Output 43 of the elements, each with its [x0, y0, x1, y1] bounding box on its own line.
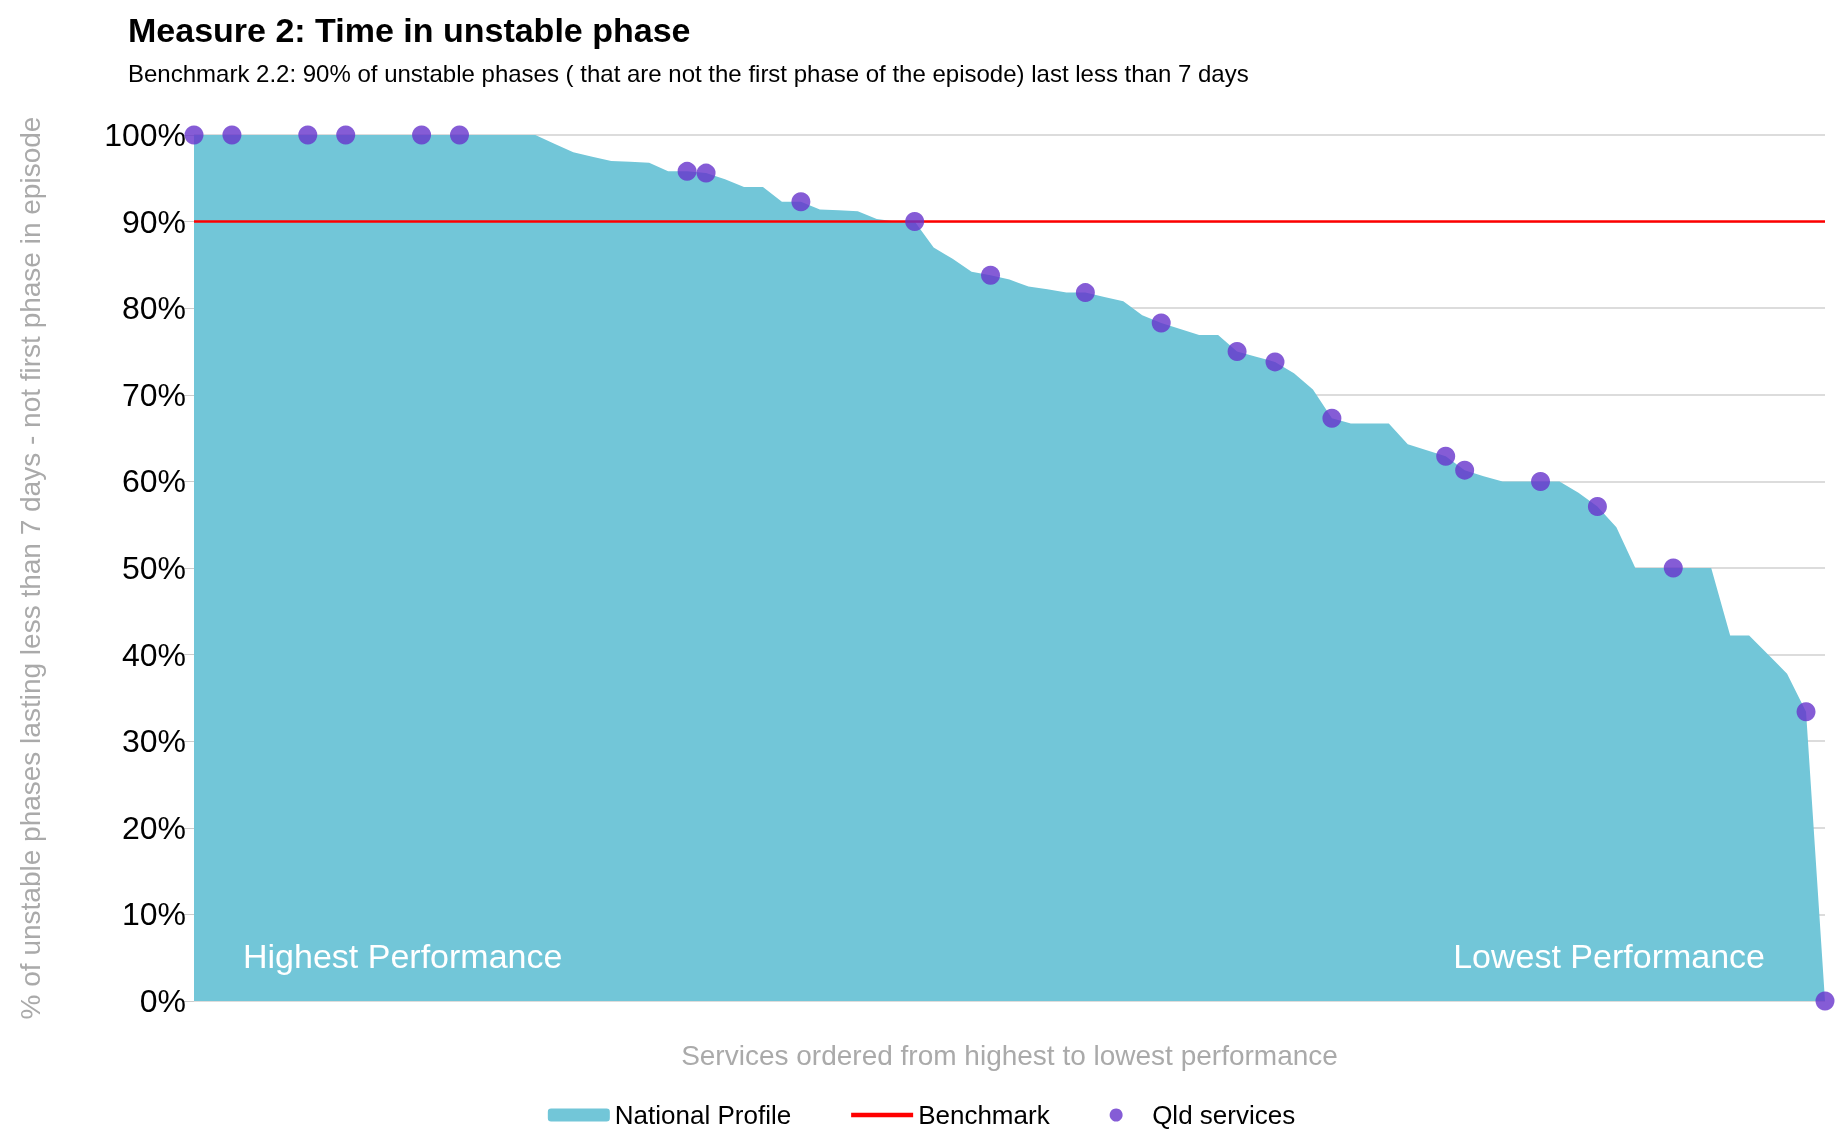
point [1815, 991, 1835, 1011]
annotation: Highest Performance [243, 937, 563, 975]
y-tick-label: 50% [121, 550, 186, 586]
point [412, 125, 432, 145]
point [1587, 497, 1607, 517]
point [298, 125, 318, 145]
legend-label: National Profile [614, 1100, 792, 1130]
y-tick-label: 0% [139, 983, 186, 1019]
point [222, 125, 242, 145]
y-tick-label: 10% [121, 896, 186, 933]
point [1663, 558, 1683, 578]
point [1531, 471, 1551, 491]
chart-title: Measure 2: Time in unstable phase [128, 11, 691, 49]
point [1455, 460, 1475, 480]
point [1796, 702, 1816, 722]
point [1436, 446, 1456, 466]
legend-label: Benchmark [918, 1100, 1051, 1130]
point [1265, 352, 1285, 372]
point [1322, 408, 1342, 428]
y-tick-label: 60% [121, 463, 186, 500]
point [450, 125, 470, 145]
point [791, 192, 811, 212]
y-tick-label: 40% [121, 636, 186, 673]
y-tick-label: 100% [104, 117, 186, 153]
y-axis-title: % of unstable phases lasting less than 7 days - not first phase in episode [14, 116, 46, 1020]
point [1151, 313, 1171, 333]
y-tick-label: 70% [121, 376, 186, 413]
y-tick-label: 90% [121, 203, 186, 240]
point [981, 265, 1001, 285]
legend-label: Qld services [1152, 1100, 1296, 1130]
point [677, 161, 697, 181]
y-tick-label: 80% [121, 290, 186, 327]
point [1075, 283, 1095, 303]
point [336, 125, 356, 145]
chart-subtitle: Benchmark 2.2: 90% of unstable phases ( that are not the first phase of the episode) last less than 7 days [128, 59, 1249, 87]
point [184, 125, 204, 145]
point [1227, 342, 1247, 361]
point [696, 163, 716, 183]
y-tick-label: 30% [121, 723, 186, 760]
annotation: Lowest Performance [1453, 937, 1765, 975]
x-axis-title: Services ordered from highest to lowest performance [681, 1039, 1338, 1071]
y-tick-label: 20% [121, 809, 186, 846]
point [905, 212, 925, 232]
